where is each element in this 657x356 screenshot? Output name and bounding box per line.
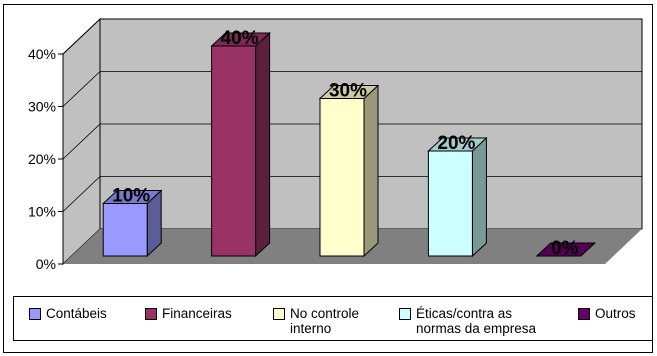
legend-label-eticas: Éticas/contra as normas da empresa — [416, 306, 537, 336]
bar — [102, 203, 148, 257]
legend-label-contabeis: Contábeis — [46, 306, 107, 321]
legend-label-controle-interno: No controle interno — [290, 306, 360, 336]
legend-swatch-eticas — [399, 308, 411, 320]
data-label: 0% — [551, 238, 579, 259]
legend: Contábeis Financeiras No controle intern… — [13, 296, 653, 341]
bar-side — [363, 84, 379, 258]
legend-swatch-financeiras — [145, 308, 157, 320]
legend-swatch-contabeis — [29, 308, 41, 320]
data-label: 30% — [329, 81, 367, 102]
y-tick-label: 30% — [28, 99, 56, 115]
gridline — [62, 123, 642, 160]
data-label: 20% — [437, 133, 475, 154]
y-tick-label: 40% — [28, 46, 56, 62]
bar-top — [535, 242, 597, 257]
bar — [427, 150, 473, 257]
legend-swatch-controle-interno — [273, 308, 285, 320]
y-tick-label: 10% — [28, 204, 56, 220]
gridline — [62, 71, 642, 107]
y-tick-label: 0% — [36, 256, 56, 272]
data-label: 40% — [221, 28, 259, 49]
data-label: 10% — [112, 186, 150, 207]
gridline — [62, 18, 642, 55]
bar-side — [255, 31, 271, 258]
legend-swatch-outros — [578, 308, 590, 320]
bar-side — [471, 136, 487, 258]
y-tick-label: 20% — [28, 151, 56, 167]
legend-label-outros: Outros — [595, 306, 636, 321]
bar — [319, 98, 365, 257]
legend-label-financeiras: Financeiras — [162, 306, 232, 321]
bar — [211, 45, 257, 257]
